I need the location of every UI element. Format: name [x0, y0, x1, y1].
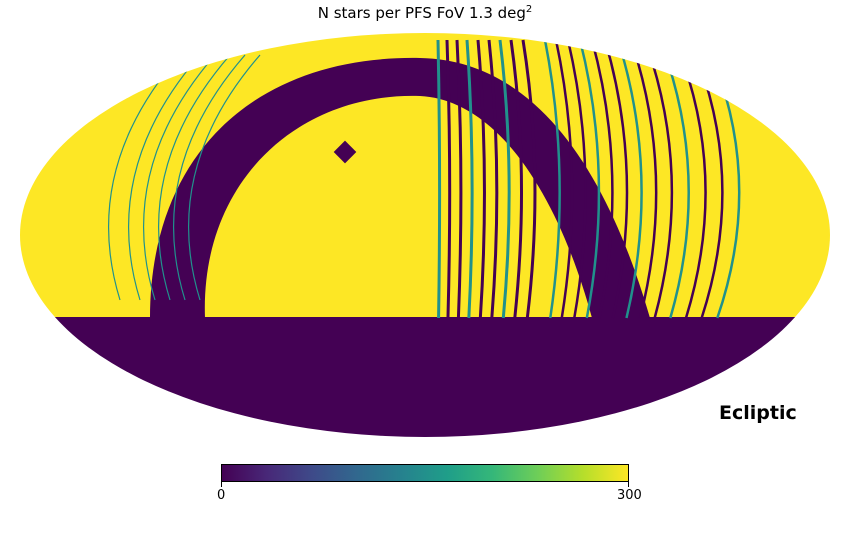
scan-stripe: [578, 39, 601, 319]
scan-stripe: [521, 39, 537, 319]
scan-stripe: [498, 39, 511, 319]
scan-stripe: [455, 39, 463, 319]
scan-stripe: [487, 39, 499, 319]
scan-stripe: [187, 54, 261, 301]
scan-stripe: [590, 39, 614, 319]
scan-stripes: [107, 39, 741, 319]
scan-stripe: [476, 39, 486, 319]
scan-stripe: [629, 39, 658, 319]
galactic-plane-band: [150, 57, 650, 318]
coordinate-system-label: Ecliptic: [719, 402, 797, 424]
plot-title-text: N stars per PFS FoV 1.3 deg: [317, 4, 526, 22]
scan-stripe: [107, 54, 181, 301]
scan-stripe: [554, 39, 574, 319]
colorbar-max-label: 300: [617, 488, 642, 503]
colorbar: [221, 464, 629, 482]
scan-stripe: [566, 39, 587, 319]
scan-stripe: [436, 39, 442, 319]
scan-stripe: [172, 54, 246, 301]
scan-stripe: [142, 54, 216, 301]
scan-stripe: [543, 39, 561, 319]
scan-stripe: [157, 54, 231, 301]
scan-stripe: [509, 39, 523, 319]
scan-stripe: [603, 39, 629, 319]
colorbar-min-label: 0: [217, 488, 226, 503]
scan-stripe: [445, 39, 452, 319]
colorbar-tick-max: [628, 482, 629, 487]
scan-stripe: [465, 39, 474, 319]
colorbar-tick-min: [221, 482, 222, 487]
plot-title: N stars per PFS FoV 1.3 deg2: [0, 4, 850, 22]
scan-stripe: [127, 54, 201, 301]
plot-title-superscript: 2: [525, 4, 533, 15]
scan-stripe: [616, 39, 643, 319]
scan-stripe: [643, 39, 674, 319]
map-content: [20, 33, 830, 437]
map-empty-south: [20, 317, 830, 437]
